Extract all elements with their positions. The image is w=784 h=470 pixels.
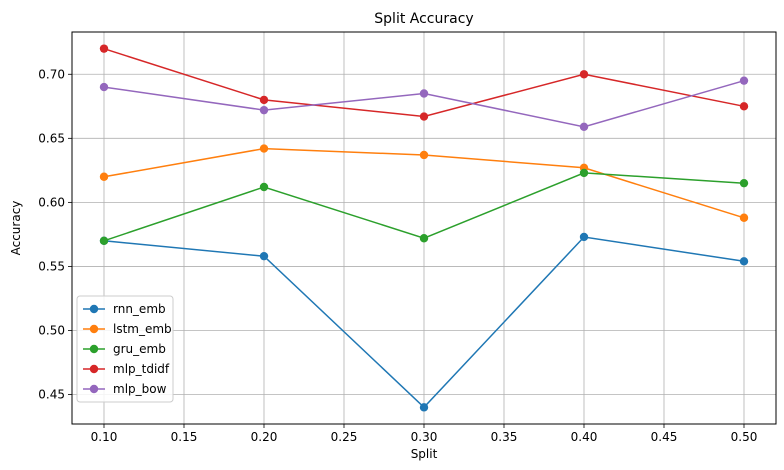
data-point-rnn_emb <box>739 257 749 266</box>
x-tick-label: 0.40 <box>571 430 598 444</box>
x-tick-label: 0.25 <box>331 430 358 444</box>
legend-item-gru_emb: gru_emb <box>83 342 166 356</box>
data-point-lstm_emb <box>419 150 429 160</box>
data-point-lstm_emb <box>99 172 109 181</box>
legend-item-rnn_emb: rnn_emb <box>83 302 166 316</box>
legend-marker <box>89 304 99 314</box>
x-tick-label: 0.35 <box>491 430 518 444</box>
data-point-mlp_bow <box>739 76 749 85</box>
x-tick-label: 0.15 <box>171 430 198 444</box>
legend-marker <box>89 324 99 334</box>
data-point-mlp_bow <box>419 89 429 98</box>
legend-label: gru_emb <box>113 342 166 356</box>
legend-item-mlp_tdidf: mlp_tdidf <box>83 362 170 376</box>
y-tick-label: 0.60 <box>38 195 65 209</box>
data-point-lstm_emb <box>259 144 269 153</box>
x-tick-label: 0.45 <box>651 430 678 444</box>
y-tick-label: 0.55 <box>38 259 65 273</box>
data-point-mlp_tdidf <box>419 112 429 121</box>
y-tick-label: 0.70 <box>38 67 65 81</box>
series-mlp_bow <box>99 76 749 131</box>
data-point-mlp_bow <box>99 82 109 92</box>
data-point-mlp_tdidf <box>99 44 109 53</box>
data-point-gru_emb <box>419 234 429 243</box>
legend-label: rnn_emb <box>113 302 166 316</box>
x-tick-label: 0.30 <box>411 430 438 444</box>
data-point-mlp_bow <box>259 105 269 115</box>
data-point-gru_emb <box>579 168 589 178</box>
x-tick-label: 0.10 <box>91 430 118 444</box>
legend-marker <box>89 344 99 354</box>
data-point-gru_emb <box>259 182 269 192</box>
legend-label: mlp_bow <box>113 382 167 396</box>
grid-lines <box>72 32 776 424</box>
y-axis-ticks: 0.45 0.50 0.55 0.60 0.65 0.70 <box>38 67 72 402</box>
x-tick-label: 0.20 <box>251 430 278 444</box>
chart-title: Split Accuracy <box>374 11 473 27</box>
data-point-lstm_emb <box>739 213 749 222</box>
data-point-rnn_emb <box>579 232 589 242</box>
legend-label: lstm_emb <box>113 322 172 336</box>
series-mlp_tdidf <box>99 44 749 121</box>
y-tick-label: 0.45 <box>38 388 65 402</box>
legend-marker <box>89 364 99 374</box>
y-tick-label: 0.65 <box>38 131 65 145</box>
x-axis-ticks: 0.10 0.15 0.20 0.25 0.30 0.35 0.40 0.45 0.50 <box>91 424 758 444</box>
y-axis-title: Accuracy <box>9 201 23 256</box>
x-axis-title: Split <box>411 447 438 461</box>
legend-item-mlp_bow: mlp_bow <box>83 382 167 396</box>
data-point-gru_emb <box>739 178 749 188</box>
plot-series <box>99 44 749 412</box>
legend-item-lstm_emb: lstm_emb <box>83 322 172 336</box>
data-point-gru_emb <box>99 236 109 246</box>
legend-marker <box>89 384 99 394</box>
data-point-mlp_tdidf <box>259 95 269 105</box>
legend-label: mlp_tdidf <box>113 362 170 376</box>
data-point-mlp_tdidf <box>739 102 749 111</box>
series-gru_emb <box>99 168 749 246</box>
data-point-mlp_bow <box>579 122 589 131</box>
data-point-rnn_emb <box>259 251 269 261</box>
legend: rnn_emb lstm_emb gru_emb mlp_tdidf mlp_bow <box>76 295 174 403</box>
legend-box <box>76 295 174 403</box>
series-lstm_emb <box>99 144 749 222</box>
x-tick-label: 0.50 <box>731 430 758 444</box>
y-tick-label: 0.50 <box>38 323 65 337</box>
data-point-mlp_tdidf <box>579 70 589 79</box>
data-point-rnn_emb <box>419 403 429 412</box>
